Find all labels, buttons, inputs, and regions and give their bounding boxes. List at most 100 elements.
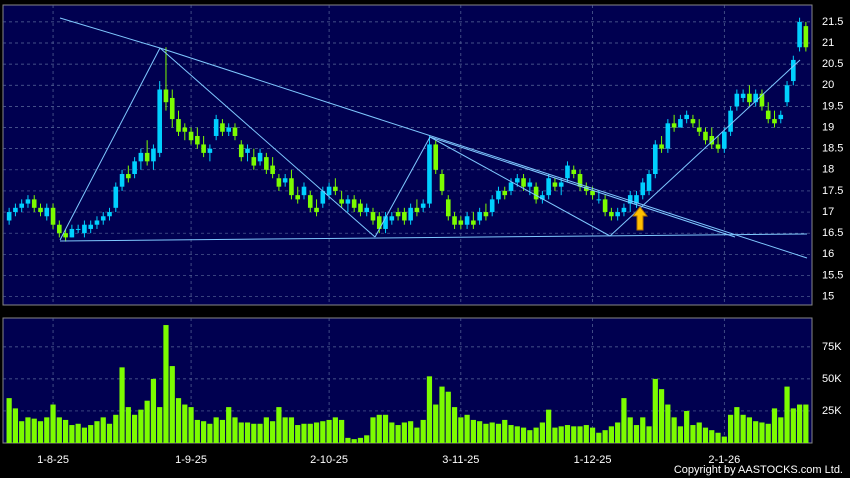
candle-body xyxy=(25,199,31,204)
volume-bar xyxy=(282,417,288,443)
volume-bar xyxy=(439,386,445,443)
candle-body xyxy=(126,174,131,179)
volume-bar xyxy=(470,419,476,443)
trendline xyxy=(159,47,808,259)
volume-bar xyxy=(753,421,759,443)
candle-body xyxy=(471,220,476,225)
candle-body xyxy=(458,220,464,225)
volume-bar xyxy=(546,409,552,443)
candle-body xyxy=(408,207,413,221)
candle-body xyxy=(772,119,777,124)
x-tick-label: 1-12-25 xyxy=(574,454,612,466)
candle-body xyxy=(722,131,727,149)
candle-body xyxy=(627,195,633,204)
volume-bar xyxy=(19,421,25,443)
candle-body xyxy=(188,131,194,141)
volume-bar xyxy=(433,404,439,443)
candle-body xyxy=(238,144,244,158)
candle-body xyxy=(245,148,250,153)
y-tick-label: 19.5 xyxy=(822,100,843,112)
candle-body xyxy=(402,212,407,221)
candle-body xyxy=(220,123,225,132)
candle-body xyxy=(540,195,545,200)
candle-body xyxy=(747,93,752,103)
volume-bar xyxy=(734,407,740,443)
candle-body xyxy=(395,212,401,217)
candle-body xyxy=(577,174,583,187)
volume-bar xyxy=(709,430,715,443)
volume-bar xyxy=(646,426,652,443)
volume-bar xyxy=(75,423,81,443)
volume-bar xyxy=(376,414,382,443)
candle-body xyxy=(464,216,470,225)
candle-body xyxy=(596,199,602,201)
candle-body xyxy=(565,165,570,179)
candle-body xyxy=(195,135,200,145)
volume-bar xyxy=(771,408,778,443)
candle-body xyxy=(301,186,307,196)
candle-body xyxy=(514,178,520,183)
candle-body xyxy=(289,178,294,196)
candle-body xyxy=(333,186,338,191)
volume-bar xyxy=(658,389,665,443)
volume-bar xyxy=(627,417,633,443)
candle-body xyxy=(326,186,332,196)
candle-body xyxy=(659,144,664,149)
volume-bar xyxy=(276,407,282,443)
volume-bar xyxy=(31,418,37,443)
candle-body xyxy=(270,165,275,175)
volume-bar xyxy=(213,417,219,443)
copyright: Copyright by AASTOCKS.com Ltd. xyxy=(674,464,843,476)
y-tick-label: 16.5 xyxy=(822,227,843,239)
y-tick-label: 21.5 xyxy=(822,16,843,28)
candle-body xyxy=(784,85,790,103)
candle-body xyxy=(94,220,100,225)
volume-bar xyxy=(251,423,257,443)
volume-bar xyxy=(702,427,709,443)
candle-body xyxy=(157,89,162,153)
volume-bar xyxy=(232,417,238,443)
candle-body xyxy=(690,119,696,124)
x-tick-label: 1-9-25 xyxy=(175,454,207,466)
candle-body xyxy=(678,119,683,128)
candle-body xyxy=(163,89,169,103)
volume-bar xyxy=(219,419,226,443)
arrow-icon xyxy=(631,206,649,231)
candle-body xyxy=(715,144,721,149)
y-tick-label: 20.5 xyxy=(822,58,843,70)
candle-body xyxy=(634,195,639,204)
candle-body xyxy=(132,161,137,175)
candle-body xyxy=(307,195,313,208)
candle-body xyxy=(439,174,445,191)
candle-body xyxy=(558,182,564,187)
candle-body xyxy=(640,182,646,196)
volume-bar xyxy=(207,423,213,443)
volume-bar xyxy=(458,417,464,443)
candle-body xyxy=(339,199,344,204)
volume-bar xyxy=(288,417,295,443)
volume-bar xyxy=(382,414,389,443)
candle-body xyxy=(201,144,206,153)
volume-bar xyxy=(6,398,12,443)
y-tick-label: 20 xyxy=(822,79,834,91)
trendline xyxy=(609,59,801,237)
volume-bar xyxy=(477,421,483,443)
volume-bar xyxy=(182,404,188,443)
volume-bar xyxy=(489,422,495,443)
volume-bar xyxy=(62,419,69,443)
candle-body xyxy=(571,169,577,175)
volume-bar xyxy=(583,425,589,443)
volume-bar xyxy=(157,407,163,443)
candle-body xyxy=(50,207,56,225)
volume-bar xyxy=(514,426,520,443)
volume-bar xyxy=(25,417,31,443)
candle-body xyxy=(621,207,627,213)
volume-bar xyxy=(144,400,150,443)
volume-bar xyxy=(696,422,702,443)
candle-body xyxy=(452,216,457,225)
volume-panel xyxy=(2,317,813,444)
candle-body xyxy=(583,186,589,191)
volume-bar xyxy=(684,410,690,443)
volume-bar xyxy=(301,423,307,443)
